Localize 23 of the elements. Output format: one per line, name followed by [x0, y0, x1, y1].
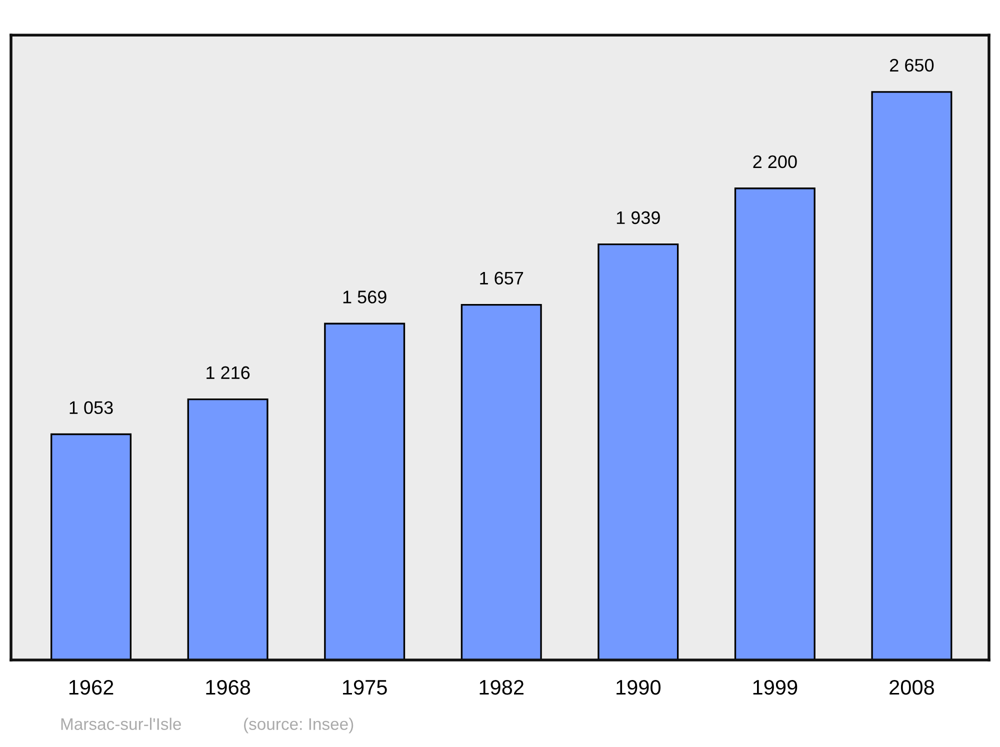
bar: [734, 188, 816, 660]
data-label: 2 650: [890, 58, 934, 72]
x-tick-label: 1990: [616, 680, 661, 695]
x-tick-label: 1975: [343, 680, 387, 695]
x-tick-label: 1962: [69, 680, 114, 695]
x-tick-label: 1968: [206, 680, 250, 695]
data-label: 2 200: [753, 155, 797, 168]
bar: [598, 243, 679, 660]
bar: [187, 398, 268, 660]
bar: [460, 304, 542, 660]
data-label: 1 939: [616, 211, 660, 224]
x-tick-label: 1982: [480, 680, 524, 695]
text: Marsac-sur-l'Isle: [61, 718, 181, 730]
text: (source: Insee): [244, 718, 354, 734]
data-label: 1 569: [343, 290, 386, 304]
data-label: 1 216: [206, 366, 250, 380]
bar: [871, 91, 952, 660]
data-label: 1 053: [70, 401, 113, 414]
x-tick-label: 1999: [753, 680, 798, 695]
bar: [324, 322, 406, 660]
bar: [50, 433, 132, 660]
x-tick-label: 2008: [890, 680, 934, 695]
data-label: 1 657: [480, 272, 524, 285]
